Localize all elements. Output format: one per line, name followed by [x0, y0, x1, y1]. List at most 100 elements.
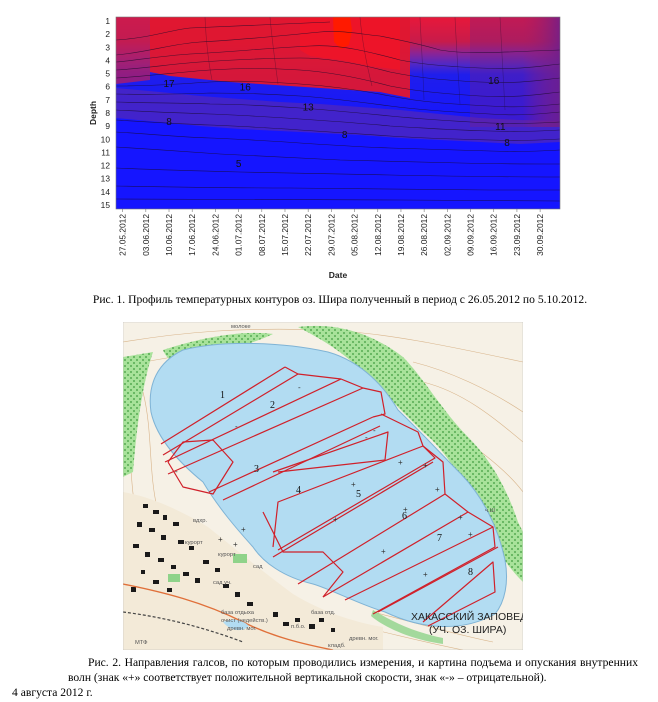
reserve-label-line2: (УЧ. ОЗ. ШИРА): [429, 624, 506, 636]
x-tick-label: 30.09.2012: [535, 214, 545, 256]
x-tick-label: 19.08.2012: [396, 214, 406, 256]
y-tick-label: 10: [101, 134, 111, 144]
y-tick-label: 11: [101, 147, 110, 157]
minus-sign-icon: -: [373, 426, 376, 435]
x-tick-label: 27.05.2012: [118, 214, 128, 256]
velocity-signs: -----+ ++++++++++++: [175, 383, 473, 579]
x-tick-label: 17.06.2012: [187, 214, 197, 256]
transect-number: 8: [468, 567, 473, 578]
plus-sign-icon: +: [398, 458, 403, 467]
transect-number: 2: [270, 400, 275, 411]
map-place-label: МТФ: [135, 640, 148, 646]
transect-numbers: 1 2 3 4 5 6 7 8: [220, 390, 473, 578]
map-place-label: ч.Ш: [485, 508, 495, 514]
contour-label: 5: [236, 159, 242, 170]
minus-sign-icon: -: [365, 433, 368, 442]
map-place-label: очист (недейств.): [221, 617, 268, 624]
map-place-label: древн. мог.: [349, 636, 379, 642]
figure-2-caption-line2: внутренних волн (знак «+» соответствует …: [68, 656, 638, 684]
reserve-label-line1: ХАКАССКИЙ ЗАПОВЕДНИ: [411, 610, 523, 623]
x-tick-label: 24.06.2012: [210, 214, 220, 256]
x-tick-label: 15.07.2012: [280, 214, 290, 256]
y-axis-label: Depth: [88, 101, 98, 125]
x-tick-label: 22.07.2012: [303, 214, 313, 256]
x-tick-label: 26.08.2012: [419, 214, 429, 256]
contour-field: [116, 17, 560, 209]
x-tick-label: 10.06.2012: [164, 214, 174, 256]
y-tick-label: 5: [105, 69, 110, 79]
minus-sign-icon: -: [298, 383, 301, 392]
plus-sign-icon: +: [435, 485, 440, 494]
plus-sign-icon: +: [403, 505, 408, 514]
x-tick-label: 01.07.2012: [234, 214, 244, 256]
forest-area-east: [298, 325, 523, 582]
contour-lines: [116, 17, 560, 202]
x-tick-label: 16.09.2012: [489, 214, 499, 256]
map-place-label: сад: [253, 564, 263, 570]
map-place-label: п.б.о.: [291, 624, 306, 630]
contour-label: 11: [495, 122, 506, 133]
contour-label: 16: [488, 76, 500, 87]
contour-label: 8: [342, 130, 348, 141]
settlement: [123, 492, 383, 650]
y-tick-label: 2: [105, 29, 110, 39]
x-tick-label: 05.08.2012: [350, 214, 360, 256]
y-tick-label: 13: [101, 174, 111, 184]
y-tick-label: 12: [101, 161, 111, 171]
y-tick-label: 4: [105, 55, 110, 65]
map-place-labels: курорт курорт сад уч. МТФ база отдыха база от…: [135, 324, 495, 649]
map-place-label: курорт: [218, 552, 236, 558]
x-tick-label: 03.06.2012: [141, 214, 151, 256]
x-tick-labels: 27.05.2012 03.06.2012 10.06.2012 17.06.2012…: [118, 209, 545, 256]
y-tick-label: 15: [101, 200, 111, 210]
shore-meadow: [371, 610, 443, 644]
transect-number: 4: [296, 485, 301, 496]
plus-sign-icon: +: [233, 540, 238, 549]
plot-frame: [115, 16, 561, 210]
contour-label: 8: [504, 138, 510, 149]
map-place-label: база отд.: [311, 610, 336, 616]
contour-label: 17: [163, 79, 175, 90]
map-place-label: сад уч.: [213, 580, 232, 586]
transect-number: 3: [254, 464, 259, 475]
y-tick-label: 9: [105, 121, 110, 131]
map-place-label: молоке: [231, 324, 251, 330]
plus-sign-icon: +: [458, 513, 463, 522]
map-place-label: древн. мог.: [227, 626, 257, 632]
x-tick-label: 02.09.2012: [442, 214, 452, 256]
x-tick-label: 12.08.2012: [373, 214, 383, 256]
map-place-label: курорт: [185, 540, 203, 546]
figure-2-caption-line3: 4 августа 2012 г.: [12, 686, 93, 699]
transect-number: 6: [402, 511, 407, 522]
plus-sign-icon: +: [333, 515, 338, 524]
x-axis-label: Date: [329, 270, 348, 280]
forest-area-west: [123, 352, 153, 477]
contour-label: 16: [240, 83, 252, 94]
plus-sign-icon: +: [423, 461, 428, 470]
x-tick-label: 08.07.2012: [257, 214, 267, 256]
plus-sign-icon: +: [351, 480, 356, 489]
map-place-label: база отдыха: [221, 610, 255, 616]
transect-number: 5: [356, 489, 361, 500]
map-place-label: вдхр.: [193, 518, 208, 524]
transect-number: 7: [437, 533, 442, 544]
transect-number: 1: [220, 390, 225, 401]
plus-sign-icon: +: [423, 570, 428, 579]
map-place-label: кладб.: [328, 643, 346, 649]
transect-routes: [160, 366, 499, 627]
y-tick-label: 8: [105, 108, 110, 118]
lake-shira: [149, 342, 508, 628]
figure-2-caption: Рис. 2. Направления галсов, по которым п…: [12, 655, 638, 700]
contour-label: 8: [166, 117, 172, 128]
y-tick-label: 6: [105, 82, 110, 92]
contour-labels: 17 16 13 8 8 5 16 11 8: [163, 76, 510, 170]
plus-sign-icon: +: [241, 525, 246, 534]
y-tick-label: 1: [105, 16, 110, 26]
y-tick-label: 14: [101, 187, 111, 197]
x-tick-label: 23.09.2012: [512, 214, 522, 256]
plus-sign-icon: +: [381, 547, 386, 556]
minus-sign-icon: -: [235, 422, 238, 431]
